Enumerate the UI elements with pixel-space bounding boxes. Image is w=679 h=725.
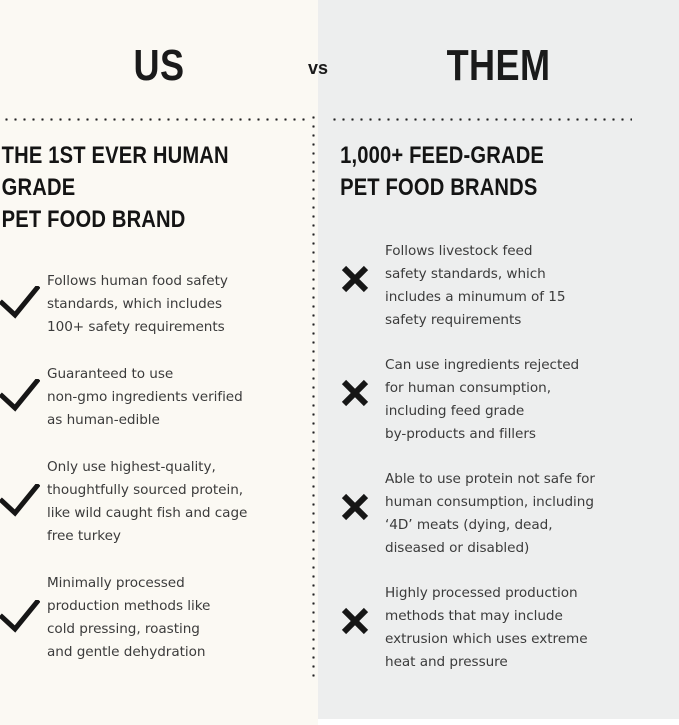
them-drawback-list: Follows livestock feed safety standards,… — [330, 240, 679, 674]
list-item-text: Follows livestock feed safety standards,… — [385, 243, 566, 328]
dotted-rule-right — [330, 118, 632, 121]
them-column: 1,000+ FEED-GRADE PET FOOD BRANDS Follow… — [330, 140, 679, 696]
list-item-text: Follows human food safety standards, whi… — [47, 273, 228, 335]
us-benefit-list: Follows human food safety standards, whi… — [0, 270, 312, 664]
list-item-text: Only use highest-quality, thoughtfully s… — [47, 459, 248, 544]
list-item-text: Minimally processed production methods l… — [47, 575, 211, 660]
list-item-text: Guaranteed to use non-gmo ingredients ve… — [47, 366, 243, 428]
cross-icon — [340, 606, 372, 638]
list-item: Only use highest-quality, thoughtfully s… — [0, 456, 312, 548]
header-row: US vs THEM — [0, 0, 679, 108]
cross-icon — [340, 264, 372, 296]
check-icon — [0, 379, 40, 419]
list-item: Can use ingredients rejected for human c… — [330, 354, 679, 446]
list-item-text: Can use ingredients rejected for human c… — [385, 357, 580, 442]
check-icon — [0, 600, 40, 640]
list-item: Follows human food safety standards, whi… — [0, 270, 312, 339]
list-item-text: Able to use protein not safe for human c… — [385, 471, 595, 556]
cross-icon — [340, 378, 372, 410]
them-column-heading: 1,000+ FEED-GRADE PET FOOD BRANDS — [340, 142, 545, 201]
list-item-text: Highly processed production methods that… — [385, 585, 588, 670]
list-item: Minimally processed production methods l… — [0, 572, 312, 664]
check-icon — [0, 286, 40, 326]
dotted-rule-left — [2, 118, 307, 121]
list-item: Follows livestock feed safety standards,… — [330, 240, 679, 332]
list-item: Able to use protein not safe for human c… — [330, 468, 679, 560]
us-column-heading: THE 1ST EVER HUMAN GRADE PET FOOD BRAND — [1, 142, 229, 233]
list-item: Guaranteed to use non-gmo ingredients ve… — [0, 363, 312, 432]
them-header-label: THEM — [446, 41, 551, 90]
us-header-label: US — [133, 41, 185, 90]
us-column: THE 1ST EVER HUMAN GRADE PET FOOD BRAND … — [0, 140, 312, 688]
dotted-vertical-divider — [312, 113, 315, 681]
cross-icon — [340, 492, 372, 524]
versus-label: vs — [307, 58, 329, 78]
check-icon — [0, 484, 40, 524]
list-item: Highly processed production methods that… — [330, 582, 679, 674]
